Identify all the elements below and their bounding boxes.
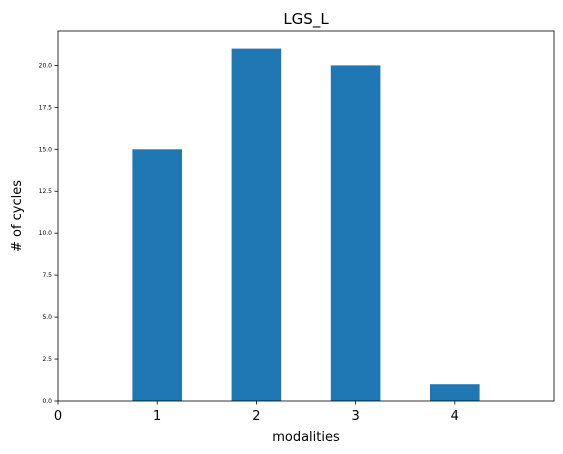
y-tick-label: 10.0 <box>39 230 53 237</box>
y-tick-label: 15.0 <box>39 146 53 153</box>
x-axis-ticks: 0 1 2 3 4 <box>54 401 459 424</box>
x-tick-label: 0 <box>54 409 62 424</box>
plot-frame <box>57 30 555 402</box>
y-tick-label: 7.5 <box>42 272 52 279</box>
y-axis-label: # of cycles <box>10 180 25 252</box>
x-tick-label: 1 <box>153 409 161 424</box>
y-tick-label: 12.5 <box>39 188 53 195</box>
bars-layer <box>132 48 480 401</box>
y-tick-label: 5.0 <box>42 314 52 321</box>
x-tick-label: 3 <box>351 409 359 424</box>
y-tick-label: 2.5 <box>42 356 52 363</box>
chart-title: LGS_L <box>283 10 329 29</box>
y-axis-ticks: 0.0 2.5 5.0 7.5 10.0 12.5 15.0 17.5 20.0 <box>39 62 58 405</box>
bar-3 <box>330 65 381 401</box>
y-tick-label: 20.0 <box>39 62 53 69</box>
x-tick-label: 2 <box>252 409 260 424</box>
y-tick-label: 0.0 <box>42 398 52 405</box>
y-tick-label: 17.5 <box>39 104 53 111</box>
bar-4 <box>430 384 480 401</box>
bar-1 <box>132 149 182 401</box>
x-tick-label: 4 <box>451 409 459 424</box>
bar-2 <box>231 48 282 401</box>
x-axis-label: modalities <box>272 430 340 445</box>
